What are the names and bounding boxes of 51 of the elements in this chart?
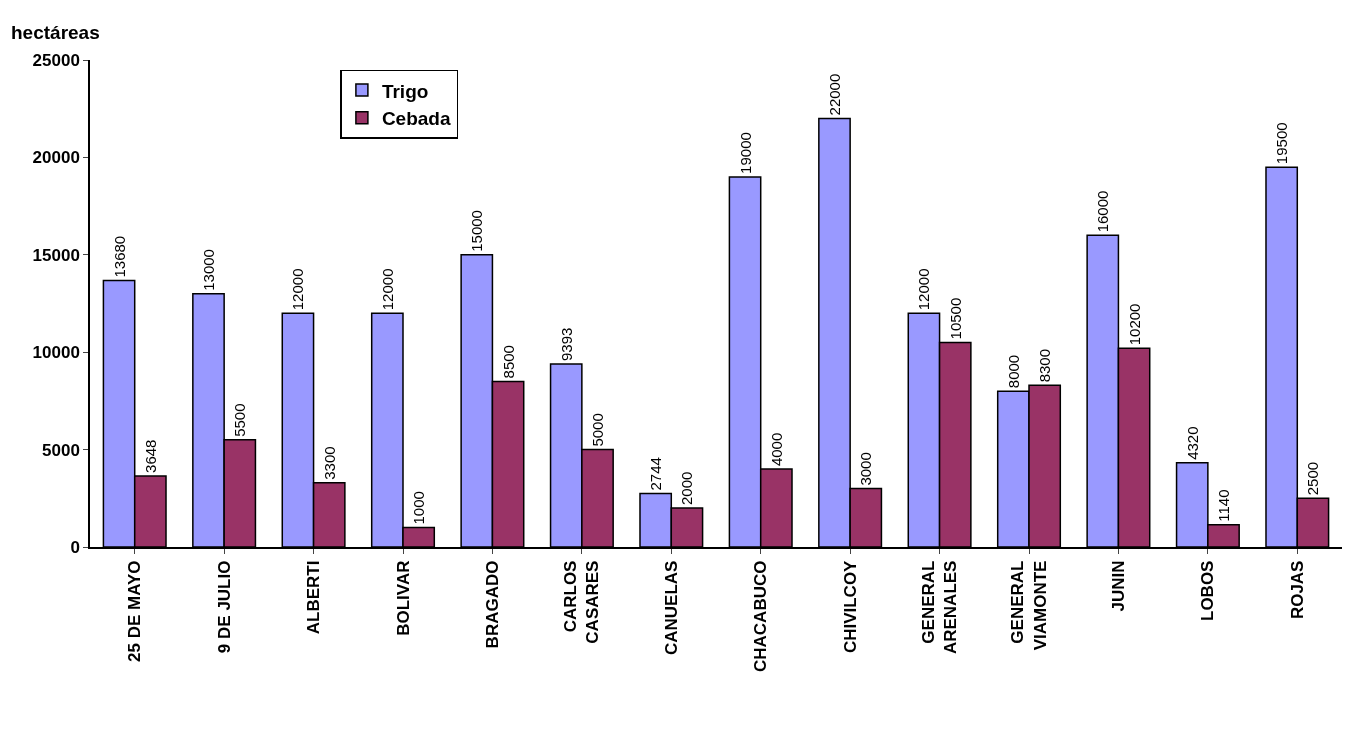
data-label: 9393 — [557, 327, 575, 362]
data-label: 4000 — [767, 432, 785, 467]
data-label: 19500 — [1273, 122, 1291, 165]
x-tick-label: CHIVILCOY — [840, 559, 860, 654]
x-tick-label: BOLIVAR — [393, 560, 413, 636]
data-label: 10200 — [1125, 303, 1143, 346]
data-label: 8300 — [1036, 348, 1054, 383]
x-tick-label: JUNIN — [1108, 560, 1128, 612]
data-label: 15000 — [468, 210, 486, 252]
y-tick-label: 0 — [70, 537, 80, 557]
data-label: 16000 — [1094, 190, 1112, 233]
data-label: 22000 — [825, 73, 843, 116]
data-label: 4320 — [1183, 426, 1201, 460]
data-label: 10500 — [946, 297, 964, 340]
legend-label: Cebada — [381, 108, 451, 130]
data-label: 19000 — [736, 132, 754, 174]
x-tick-label: CARLOS CASARES — [561, 560, 603, 644]
y-tick-label: 10000 — [32, 343, 80, 363]
x-tick-label: 25 DE MAYO — [125, 560, 145, 662]
data-label: 12000 — [915, 268, 933, 311]
legend-label: Trigo — [381, 80, 429, 102]
data-label: 2500 — [1304, 461, 1322, 496]
data-label: 13000 — [199, 249, 217, 291]
x-tick-label: 9 DE JULIO — [214, 560, 234, 654]
data-label: 12000 — [289, 268, 307, 311]
x-tick-label: LOBOS — [1198, 560, 1218, 621]
data-label: 1000 — [410, 491, 428, 525]
y-tick-label: 20000 — [32, 148, 80, 168]
x-tick-label: CHACABUCO — [751, 560, 771, 672]
x-tick-label: CANUELAS — [661, 560, 681, 655]
y-axis-title: hectáreas — [11, 22, 100, 43]
data-label: 8500 — [499, 345, 517, 379]
y-tick-label: 15000 — [32, 245, 80, 265]
data-label: 2000 — [678, 471, 696, 506]
data-label: 5500 — [231, 403, 249, 437]
data-label: 1140 — [1215, 489, 1233, 522]
x-tick-label: GENERAL VIAMONTE — [1008, 560, 1050, 651]
data-label: 2744 — [647, 457, 665, 491]
data-label: 13680 — [110, 235, 128, 278]
x-tick-label: ROJAS — [1287, 560, 1307, 620]
y-tick-label: 25000 — [32, 50, 80, 70]
x-tick-label: BRAGADO — [482, 560, 502, 649]
data-label: 3648 — [141, 439, 159, 473]
data-label: 5000 — [589, 413, 607, 447]
y-tick-label: 5000 — [42, 440, 80, 460]
x-tick-label: ALBERTI — [304, 560, 324, 635]
data-label: 3000 — [857, 452, 875, 486]
data-label: 12000 — [378, 268, 396, 311]
data-label: 8000 — [1004, 354, 1022, 389]
x-tick-label: GENERAL ARENALES — [919, 560, 961, 655]
data-label: 3300 — [320, 446, 338, 480]
